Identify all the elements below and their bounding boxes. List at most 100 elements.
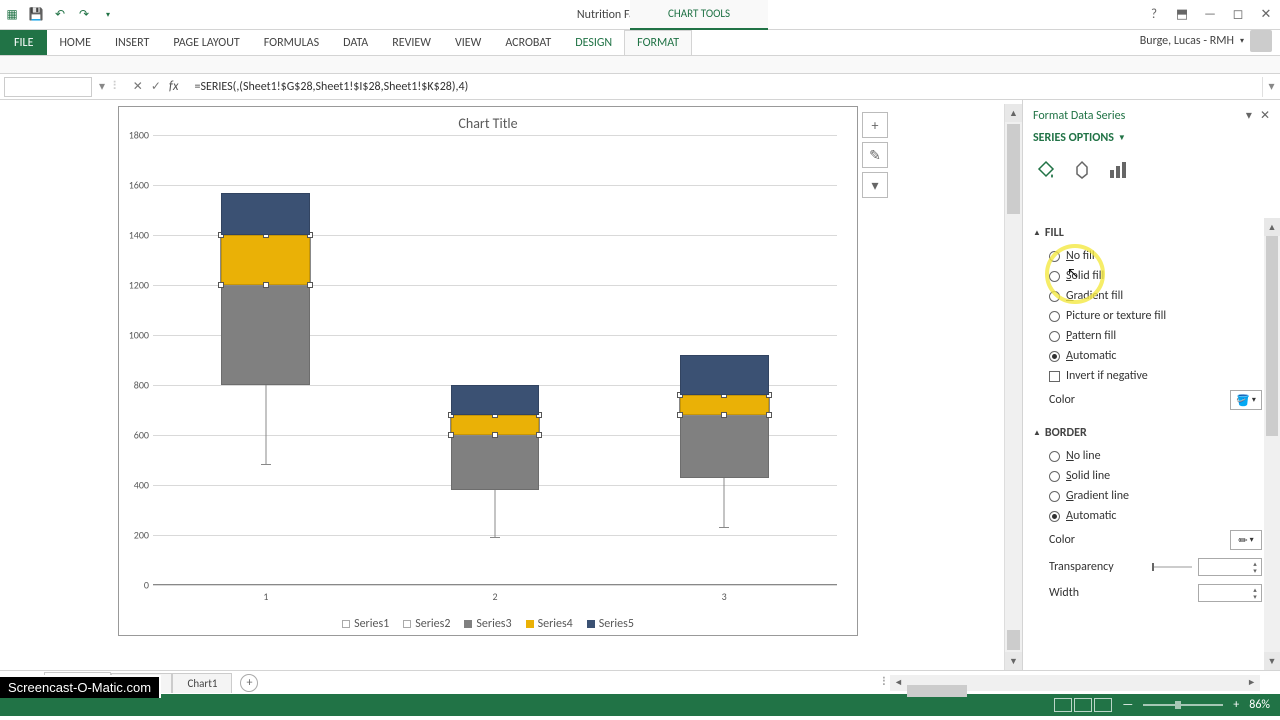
- page-layout-view-icon[interactable]: [1074, 698, 1092, 712]
- pane-scrollbar[interactable]: ▲ ▼: [1264, 218, 1280, 670]
- width-input[interactable]: ▴▾: [1198, 584, 1262, 602]
- tab-file[interactable]: FILE: [0, 30, 47, 55]
- fx-icon[interactable]: fx: [169, 79, 179, 94]
- border-option-radio[interactable]: Automatic: [1033, 506, 1262, 526]
- y-axis-label: 1000: [123, 329, 149, 342]
- border-color-button[interactable]: ✏▾: [1230, 530, 1262, 550]
- fill-option-radio[interactable]: Automatic: [1033, 346, 1262, 366]
- add-sheet-button[interactable]: +: [240, 674, 258, 692]
- y-axis-label: 600: [123, 428, 149, 441]
- legend-item[interactable]: Series1: [342, 617, 389, 631]
- normal-view-icon[interactable]: [1054, 698, 1072, 712]
- legend-item[interactable]: Series5: [587, 617, 634, 631]
- pane-title: Format Data Series: [1033, 109, 1125, 123]
- tab-data[interactable]: DATA: [331, 30, 380, 55]
- ribbon-options-icon[interactable]: ⬒: [1168, 1, 1196, 29]
- name-box[interactable]: [4, 77, 92, 97]
- name-box-dropdown-icon[interactable]: ▾: [96, 79, 108, 94]
- tab-formulas[interactable]: FORMULAS: [252, 30, 331, 55]
- fill-option-radio[interactable]: No fill: [1033, 246, 1262, 266]
- tab-home[interactable]: HOME: [47, 30, 103, 55]
- zoom-in-button[interactable]: +: [1233, 698, 1239, 712]
- fill-option-radio[interactable]: Pattern fill: [1033, 326, 1262, 346]
- user-avatar[interactable]: [1250, 30, 1272, 52]
- fill-option-radio[interactable]: Solid fill: [1033, 266, 1262, 286]
- save-icon[interactable]: 💾: [28, 7, 44, 23]
- legend-item[interactable]: Series4: [526, 617, 573, 631]
- chart-object[interactable]: Chart Title 0200400600800100012001400160…: [118, 106, 858, 636]
- y-axis-label: 400: [123, 479, 149, 492]
- pane-options-icon[interactable]: ▾: [1246, 108, 1252, 123]
- chart-tools-label: CHART TOOLS: [630, 0, 768, 30]
- page-break-view-icon[interactable]: [1094, 698, 1112, 712]
- border-section-header[interactable]: ▲BORDER: [1033, 426, 1262, 440]
- chart-elements-button[interactable]: +: [862, 112, 888, 138]
- tab-insert[interactable]: INSERT: [103, 30, 161, 55]
- enter-formula-icon[interactable]: ✓: [151, 79, 161, 94]
- tab-view[interactable]: VIEW: [443, 30, 493, 55]
- bar-group[interactable]: [221, 135, 310, 585]
- pane-close-icon[interactable]: ✕: [1260, 108, 1270, 123]
- x-axis-label: 1: [263, 590, 268, 603]
- legend-item[interactable]: Series3: [464, 617, 511, 631]
- zoom-level[interactable]: 86%: [1249, 698, 1270, 712]
- excel-icon: ▦: [4, 7, 20, 23]
- user-name[interactable]: Burge, Lucas - RMH: [1140, 34, 1234, 48]
- series-options-icon[interactable]: [1107, 159, 1129, 181]
- y-axis-label: 1800: [123, 129, 149, 142]
- plot-area[interactable]: 020040060080010001200140016001800123: [153, 135, 837, 585]
- border-option-radio[interactable]: No line: [1033, 446, 1262, 466]
- minimize-icon[interactable]: —: [1196, 1, 1224, 29]
- maximize-icon[interactable]: ◻: [1224, 1, 1252, 29]
- zoom-out-button[interactable]: —: [1122, 698, 1133, 712]
- fill-color-button[interactable]: 🪣▾: [1230, 390, 1262, 410]
- fill-line-icon[interactable]: [1035, 159, 1057, 181]
- chart-filters-button[interactable]: ▾: [862, 172, 888, 198]
- y-axis-label: 1200: [123, 278, 149, 291]
- y-axis-label: 0: [123, 579, 149, 592]
- vertical-scrollbar[interactable]: ▲ ▼: [1004, 104, 1022, 670]
- bar-group[interactable]: [680, 135, 769, 585]
- fill-section-header[interactable]: ▲FILL: [1033, 226, 1262, 240]
- y-axis-label: 800: [123, 379, 149, 392]
- qat-dropdown-icon[interactable]: ▾: [100, 7, 116, 23]
- transparency-slider[interactable]: [1152, 566, 1192, 568]
- zoom-slider[interactable]: [1143, 704, 1223, 706]
- format-pane: Format Data Series ▾ ✕ SERIES OPTIONS▼ ▲…: [1022, 100, 1280, 670]
- formula-input[interactable]: =SERIES(,(Sheet1!$G$28,Sheet1!$I$28,Shee…: [187, 80, 1262, 94]
- horizontal-scrollbar[interactable]: ◄ ►: [890, 675, 1260, 691]
- tab-acrobat[interactable]: ACROBAT: [493, 30, 563, 55]
- border-option-radio[interactable]: Solid line: [1033, 466, 1262, 486]
- border-option-radio[interactable]: Gradient line: [1033, 486, 1262, 506]
- close-icon[interactable]: ✕: [1252, 1, 1280, 29]
- transparency-label: Transparency: [1049, 560, 1114, 574]
- tab-page-layout[interactable]: PAGE LAYOUT: [161, 30, 251, 55]
- y-axis-label: 1600: [123, 179, 149, 192]
- tab-review[interactable]: REVIEW: [380, 30, 443, 55]
- y-axis-label: 200: [123, 529, 149, 542]
- fill-color-label: Color: [1049, 393, 1075, 407]
- cancel-formula-icon[interactable]: ✕: [133, 79, 143, 94]
- width-label: Width: [1049, 586, 1079, 600]
- chart-legend[interactable]: Series1 Series2 Series3 Series4 Series5: [119, 617, 857, 631]
- invert-if-negative-checkbox[interactable]: Invert if negative: [1033, 366, 1262, 386]
- fill-option-radio[interactable]: Gradient fill: [1033, 286, 1262, 306]
- fill-option-radio[interactable]: Picture or texture fill: [1033, 306, 1262, 326]
- sheet-tab-chart1[interactable]: Chart1: [172, 673, 232, 693]
- transparency-input[interactable]: ▴▾: [1198, 558, 1262, 576]
- redo-icon[interactable]: ↷: [76, 7, 92, 23]
- undo-icon[interactable]: ↶: [52, 7, 68, 23]
- y-axis-label: 1400: [123, 229, 149, 242]
- tab-design[interactable]: DESIGN: [563, 30, 624, 55]
- legend-item[interactable]: Series2: [403, 617, 450, 631]
- formula-expand-icon[interactable]: ▾: [1262, 77, 1280, 97]
- bar-group[interactable]: [451, 135, 540, 585]
- help-icon[interactable]: ?: [1140, 1, 1168, 29]
- chart-styles-button[interactable]: ✎: [862, 142, 888, 168]
- effects-icon[interactable]: [1071, 159, 1093, 181]
- pane-subtitle[interactable]: SERIES OPTIONS▼: [1033, 131, 1270, 145]
- tab-format[interactable]: FORMAT: [624, 30, 692, 55]
- border-color-label: Color: [1049, 533, 1075, 547]
- x-axis-label: 3: [722, 590, 727, 603]
- watermark: Screencast-O-Matic.com: [0, 675, 161, 698]
